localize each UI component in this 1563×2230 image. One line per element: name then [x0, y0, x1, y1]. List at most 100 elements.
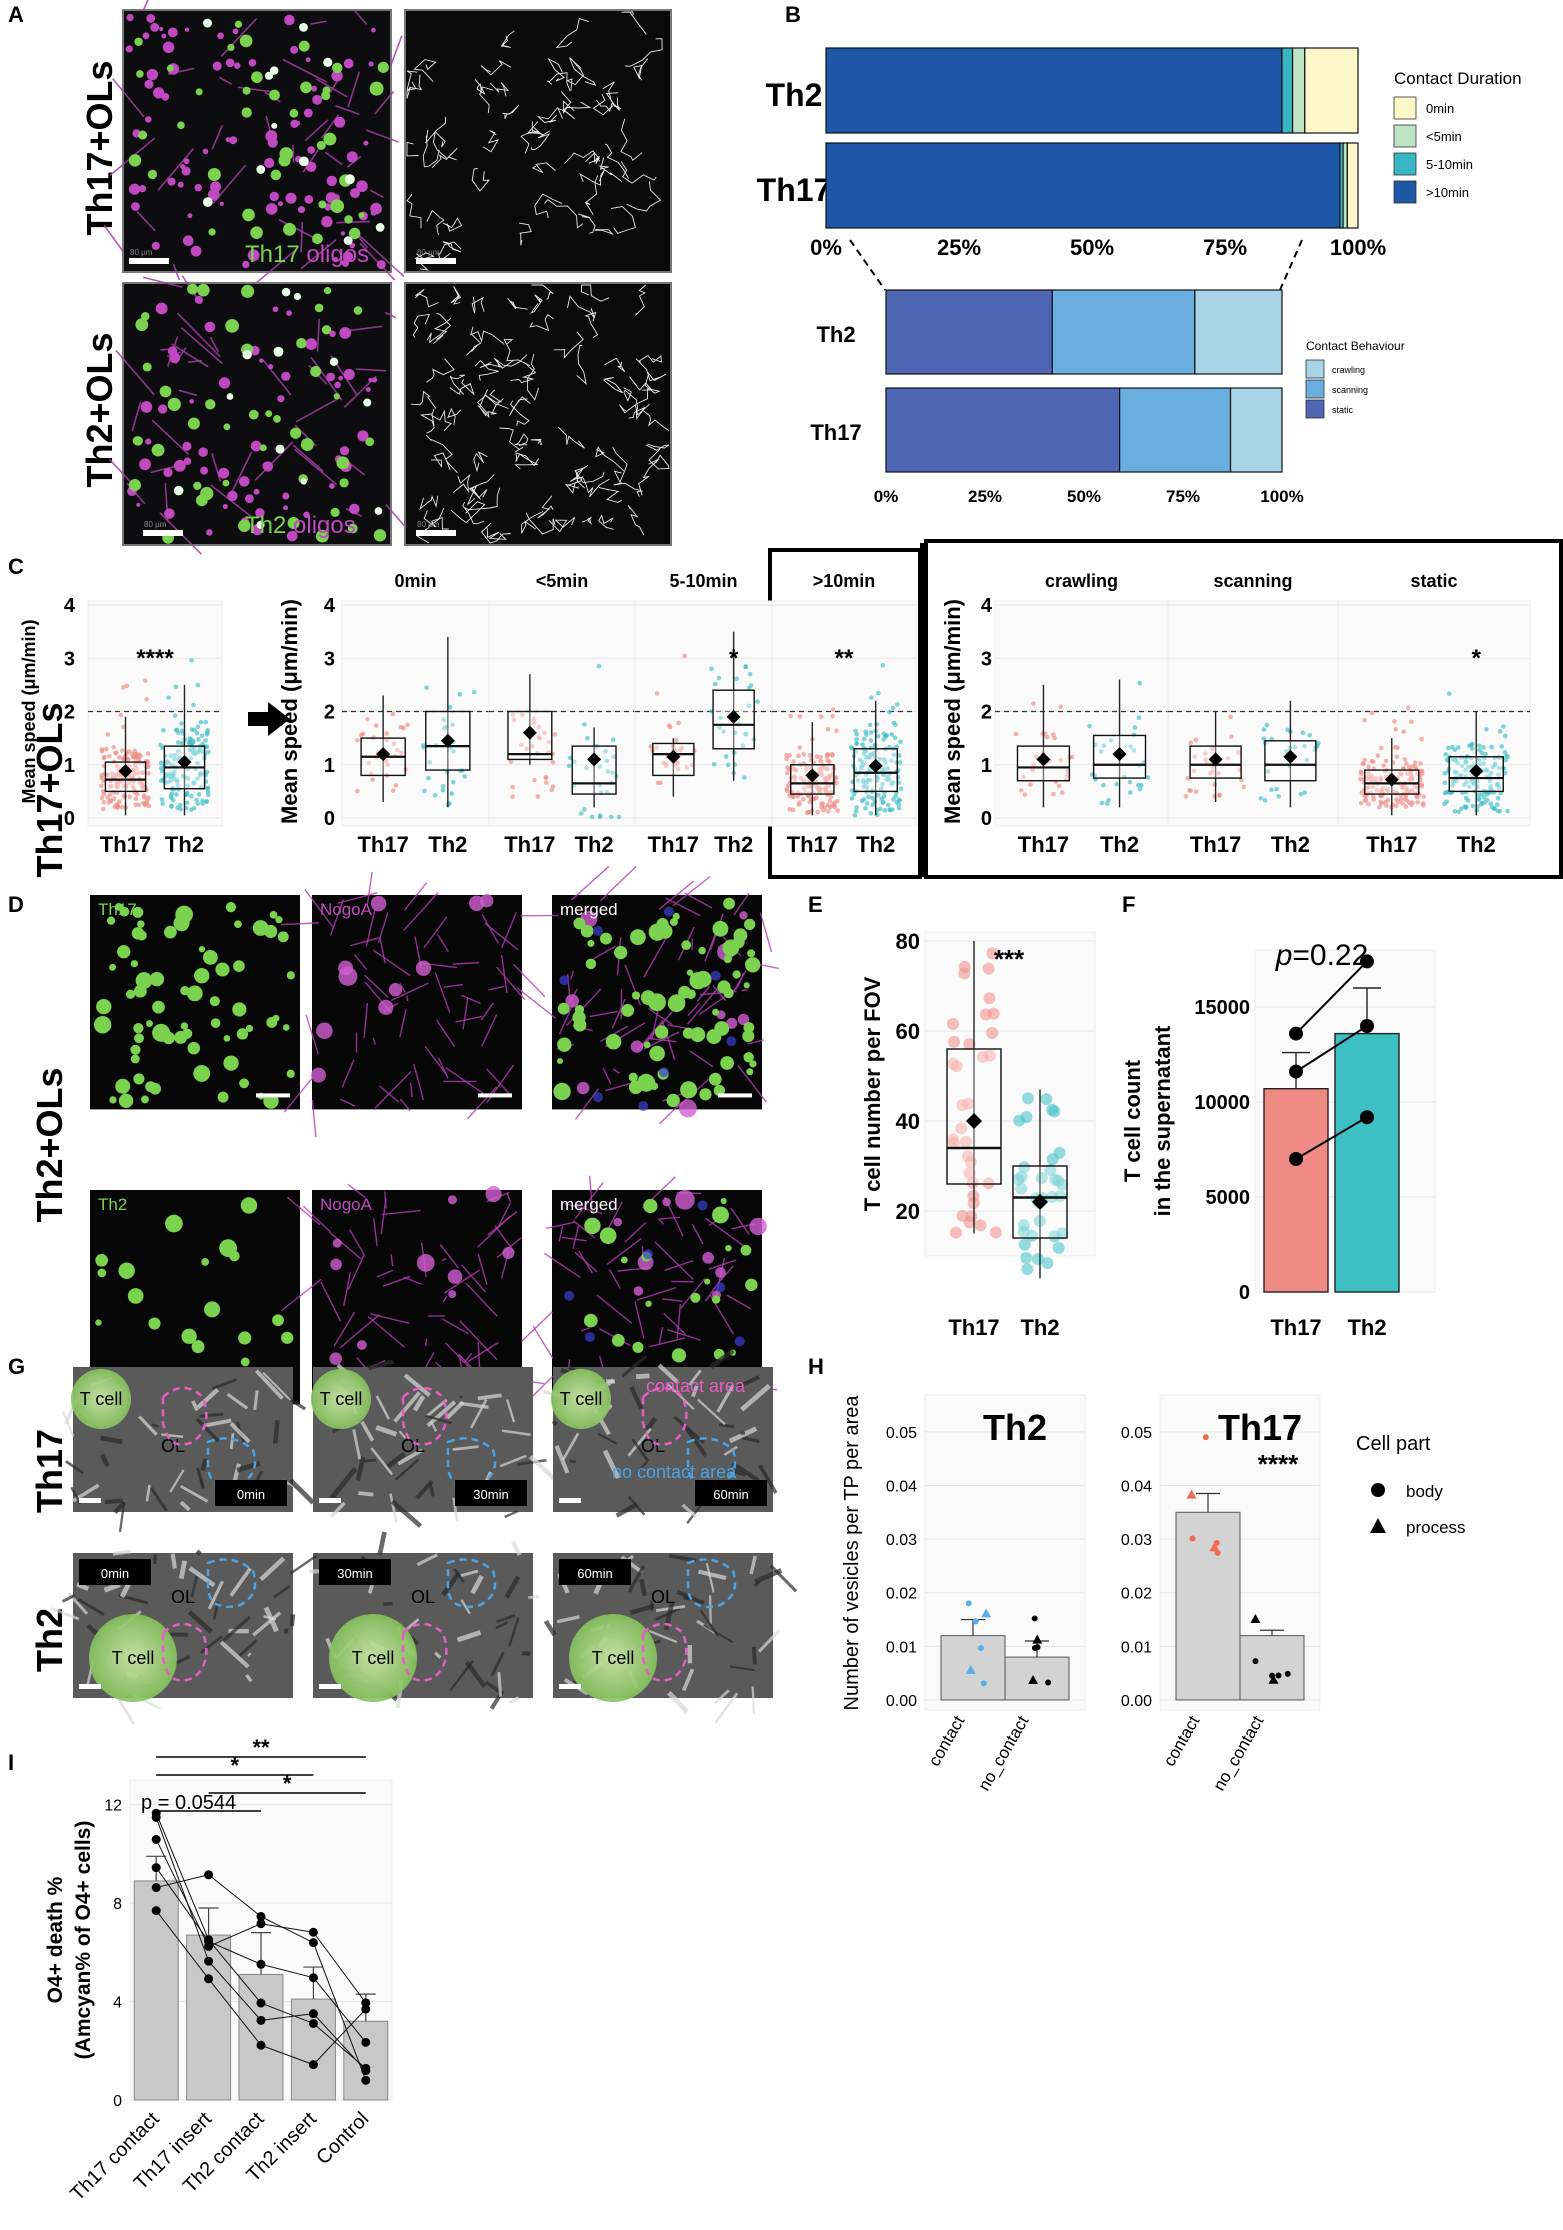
nogoa-process: [403, 882, 428, 911]
oligo-cell: [138, 185, 147, 193]
texture: [740, 1383, 771, 1412]
data-point: [1058, 757, 1063, 763]
t-cell-label: T cell: [560, 1389, 603, 1409]
cell-track: [585, 151, 601, 164]
data-point: [864, 732, 869, 737]
data-point: [870, 795, 875, 801]
data-point: [1488, 801, 1494, 806]
data-point: [747, 671, 753, 677]
t-cell-dot: [614, 945, 628, 960]
oligo-cell: [326, 175, 337, 187]
significance-label: **: [252, 1735, 270, 1760]
data-point: [800, 796, 806, 802]
t-cell-dot: [229, 1250, 240, 1262]
texture: [713, 1689, 730, 1705]
t-cell-dot: [277, 931, 289, 943]
data-point: [308, 1973, 318, 1983]
texture: [65, 1460, 84, 1475]
data-point: [1402, 757, 1408, 762]
oligo-cell: [303, 108, 313, 118]
data-point: [546, 739, 552, 745]
data-point: [568, 755, 573, 761]
nogoa-process: [606, 1237, 642, 1265]
texture: [631, 1438, 650, 1462]
data-point: [205, 730, 210, 735]
t-cell-overlay: [71, 1369, 131, 1429]
time-badge: [559, 1559, 631, 1585]
data-point: [136, 770, 141, 776]
oligo-cell: [167, 346, 178, 356]
cell-track: [431, 147, 458, 169]
oligo-process: [187, 359, 203, 364]
t-cell-dot: [742, 1030, 755, 1043]
nogoa-soma: [485, 1186, 502, 1203]
data-point: [1300, 730, 1306, 736]
texture: [219, 1615, 252, 1645]
bar-segment-scanning: [1051, 289, 1196, 375]
data-point: [1492, 762, 1498, 768]
texture: [259, 1556, 286, 1582]
data-point: [830, 707, 836, 712]
contact-dot: [344, 174, 355, 185]
data-point: [1476, 743, 1482, 748]
cell-track: [578, 213, 596, 234]
t-cell-dot: [265, 410, 273, 418]
cell-track: [521, 511, 544, 534]
p-value-annotation: p=0.22: [1275, 939, 1369, 972]
data-point: [807, 752, 813, 758]
t-cell-dot: [583, 1313, 598, 1328]
data-point: [196, 736, 201, 742]
data-point: [1369, 710, 1375, 716]
t-cell-dot: [133, 436, 143, 446]
data-point: [854, 737, 859, 742]
data-point: [1505, 808, 1510, 814]
dapi-nucleus: [564, 1290, 575, 1301]
data-point: [1034, 754, 1039, 760]
data-point: [1463, 760, 1468, 765]
data-point: [1484, 727, 1489, 732]
nogoa-process: [704, 1275, 724, 1302]
t-cell-label: T cell: [592, 1648, 635, 1668]
oligo-process: [335, 105, 360, 116]
y-axis-title: Mean speed (μm/min): [940, 599, 965, 824]
nogoa-process: [592, 945, 616, 960]
nogoa-process: [737, 1064, 768, 1103]
data-point: [1235, 750, 1241, 755]
oligo-cell: [248, 59, 257, 67]
t-cell-dot: [310, 366, 322, 377]
texture: [554, 1445, 570, 1474]
data-point: [391, 741, 397, 746]
t-cell-dot: [318, 200, 327, 209]
data-point: [790, 807, 796, 813]
data-point: [450, 722, 456, 727]
cell-track: [412, 313, 431, 338]
t-cell-dot: [740, 1244, 752, 1256]
data-point: [1421, 802, 1426, 808]
t-cell-dot: [240, 1357, 250, 1367]
paired-line: [312, 1942, 367, 2081]
data-point: [1136, 715, 1142, 721]
data-point: [173, 684, 179, 690]
oligo-cell: [167, 177, 176, 186]
contact-dot: [293, 292, 302, 301]
nogoa-process: [441, 1318, 469, 1335]
data-point: [1419, 771, 1425, 776]
t-cell-dot: [96, 998, 112, 1015]
t-cell-dot: [358, 212, 365, 219]
t-cell-dot: [720, 1056, 734, 1070]
nogoa-soma: [715, 1267, 726, 1278]
nogoa-process: [286, 1196, 321, 1226]
data-point: [879, 767, 885, 772]
data-point: [427, 759, 433, 765]
data-point: [192, 727, 197, 733]
y-tick-label: 0.03: [1121, 1532, 1152, 1549]
nogoa-process: [480, 1002, 494, 1021]
nogoa-process: [658, 1101, 683, 1125]
nogoa-soma: [447, 1269, 463, 1284]
data-point: [308, 1927, 318, 1937]
data-point: [405, 722, 410, 728]
oligo-process: [292, 444, 324, 472]
scalebar: [79, 1498, 101, 1503]
oligo-cell: [305, 161, 317, 173]
data-point: [875, 733, 881, 739]
